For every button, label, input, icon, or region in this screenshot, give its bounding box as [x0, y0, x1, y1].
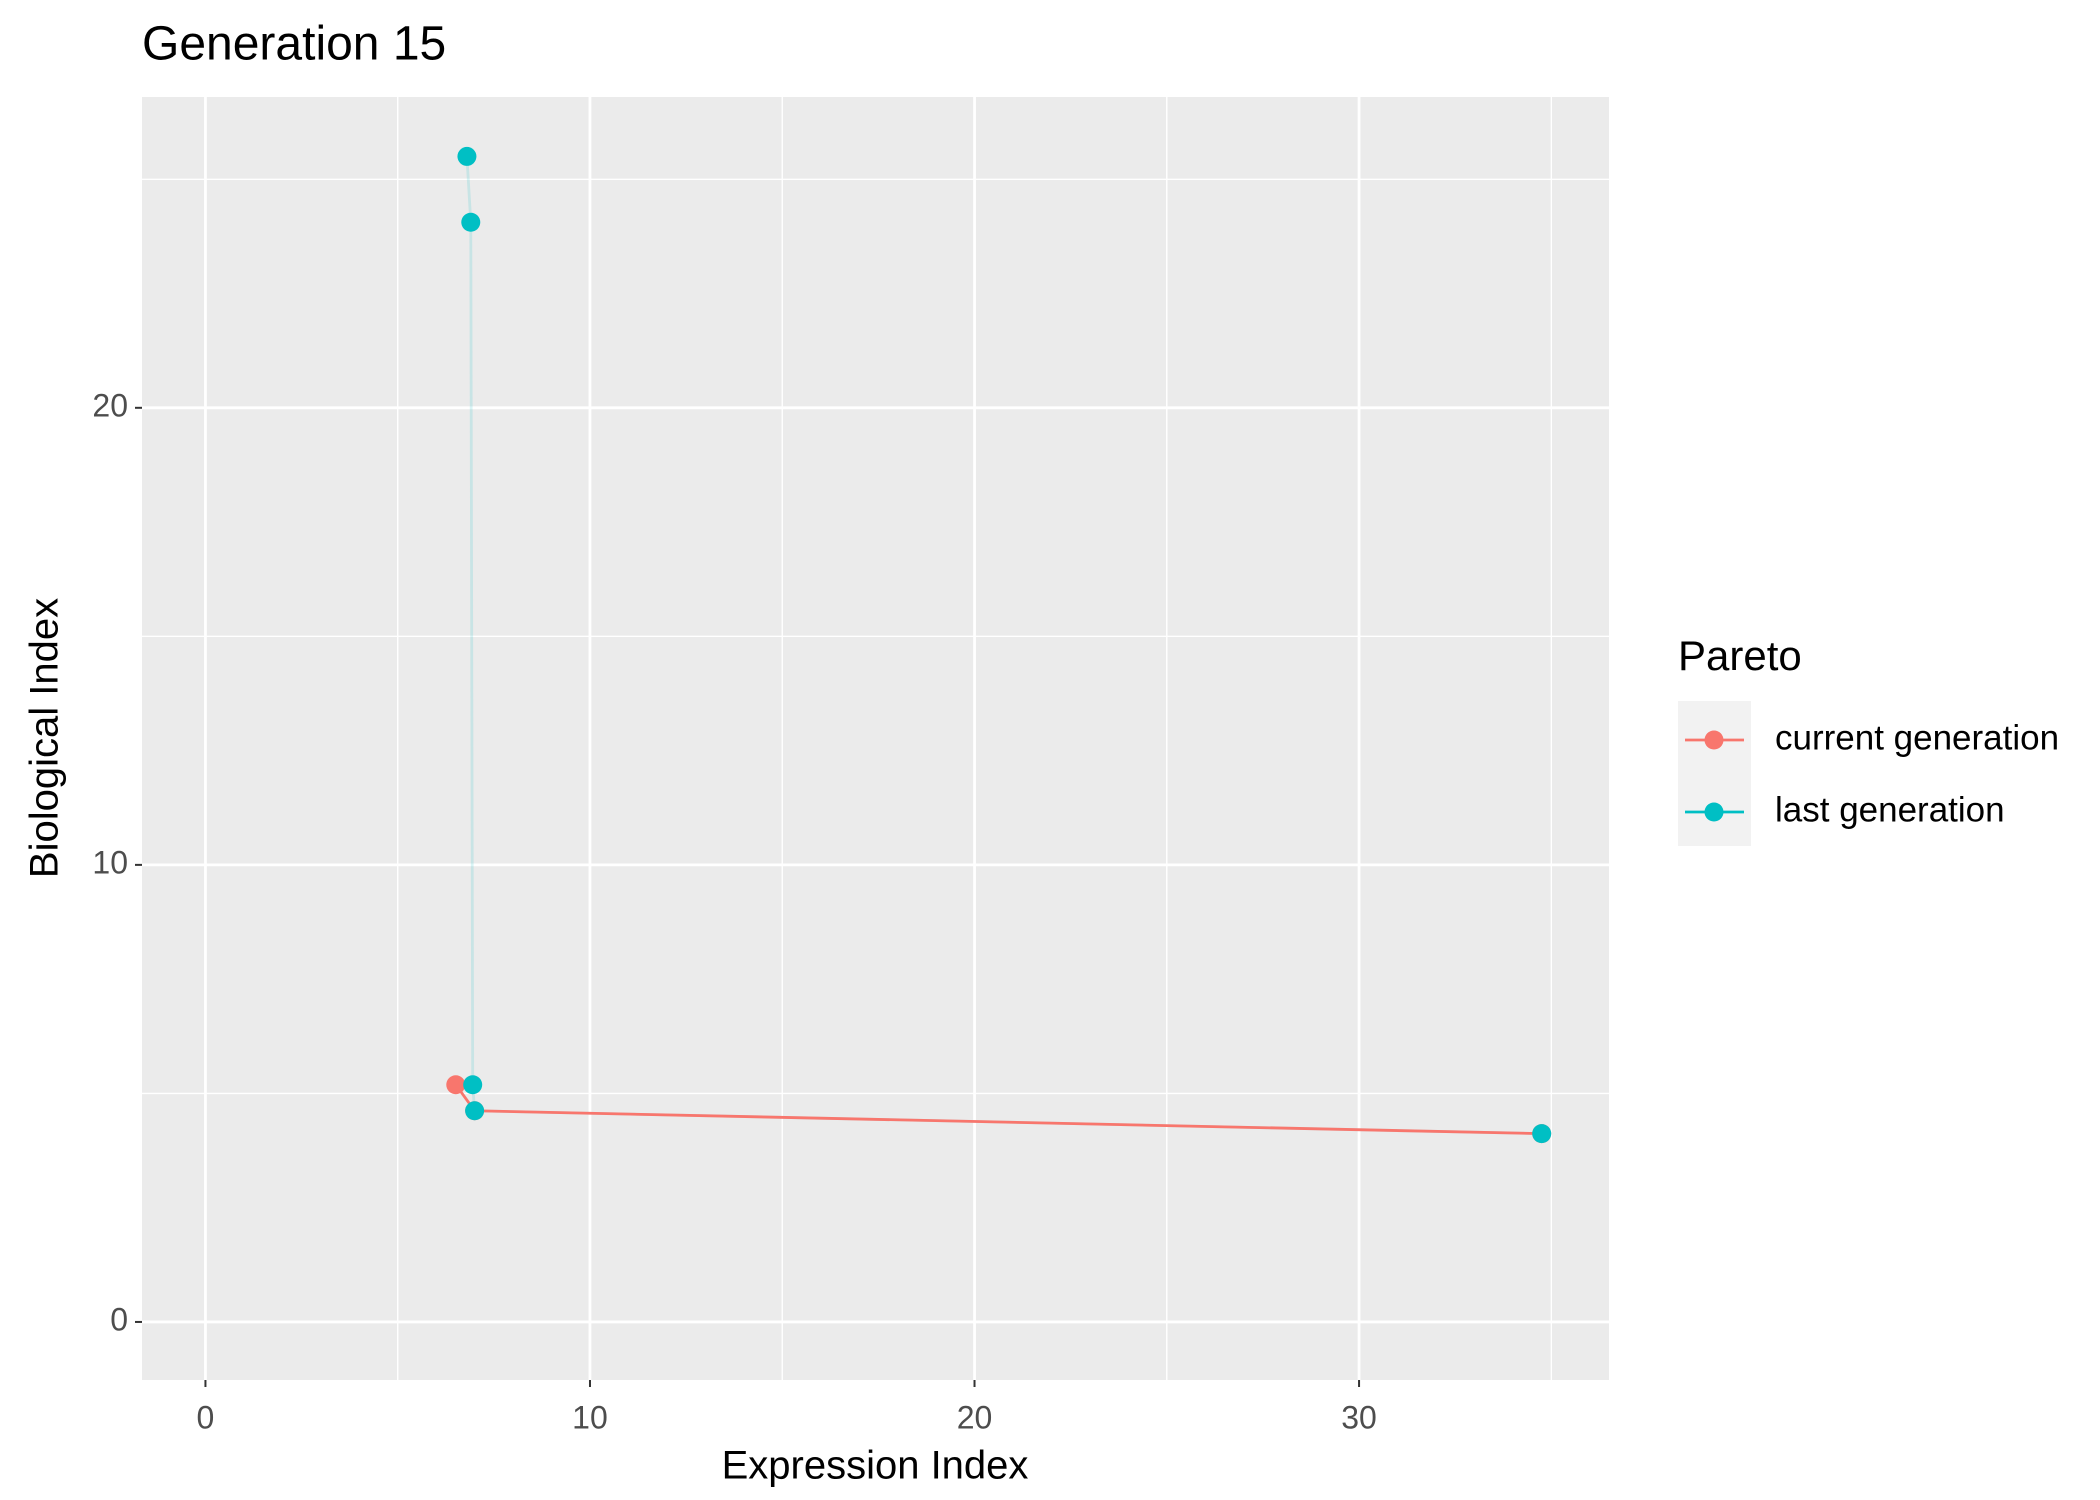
- legend-key-point: [1704, 730, 1724, 750]
- x-axis-title: Expression Index: [722, 1444, 1029, 1488]
- legend-key-point: [1704, 802, 1724, 822]
- y-tick-label: 0: [110, 1301, 128, 1337]
- data-point: [461, 212, 481, 232]
- x-tick-label: 30: [1341, 1399, 1377, 1435]
- data-point: [1532, 1124, 1552, 1144]
- y-tick-label: 20: [92, 387, 128, 423]
- x-tick-label: 0: [197, 1399, 215, 1435]
- legend-label: last generation: [1775, 790, 2005, 829]
- data-point: [446, 1075, 466, 1095]
- x-tick-label: 10: [572, 1399, 608, 1435]
- legend-label: current generation: [1775, 718, 2059, 757]
- y-tick-label: 10: [92, 844, 128, 880]
- panel-background: [142, 97, 1609, 1380]
- data-point: [465, 1101, 485, 1121]
- chart-title: Generation 15: [142, 18, 446, 71]
- y-axis-title: Biological Index: [23, 598, 67, 878]
- grid: [142, 97, 1609, 1380]
- legend-title: Pareto: [1678, 632, 1802, 679]
- data-point: [457, 146, 477, 166]
- legend: Pareto current generation last generation: [1678, 632, 2059, 846]
- plot-area: [446, 146, 1552, 1144]
- x-tick-label: 20: [957, 1399, 993, 1435]
- data-point: [463, 1075, 483, 1095]
- legend-key-background: [1678, 701, 1751, 846]
